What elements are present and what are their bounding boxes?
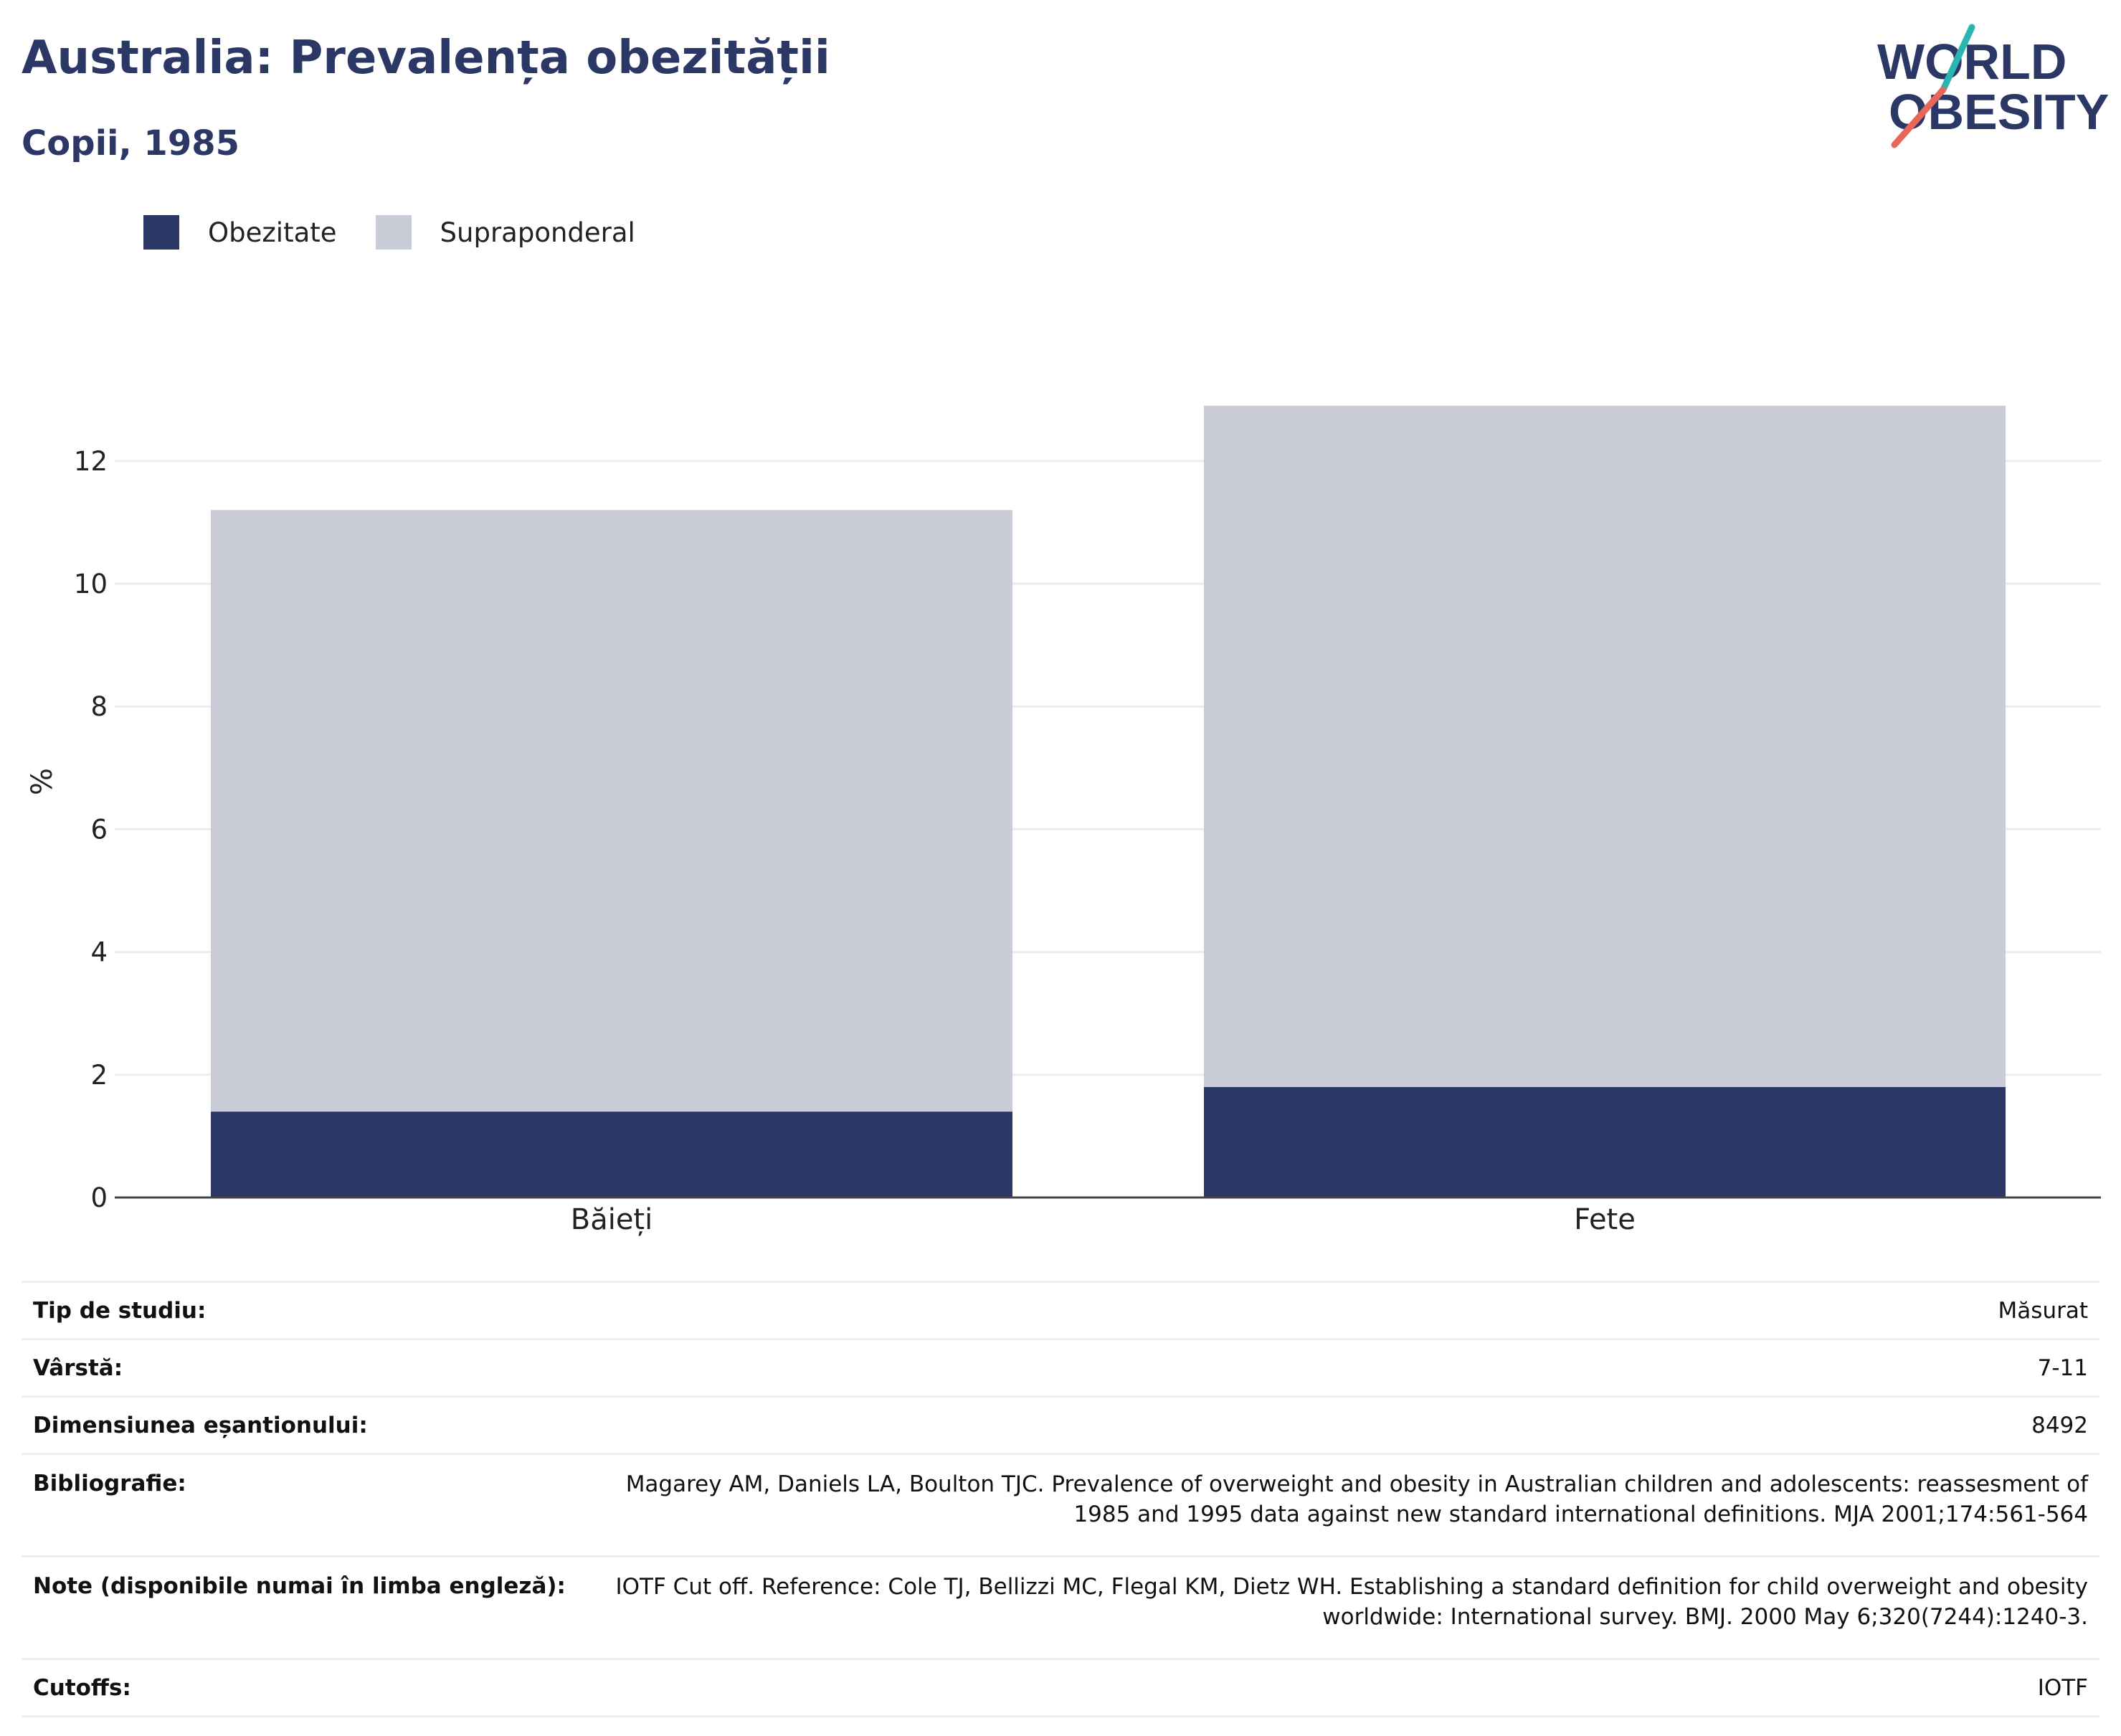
- y-axis-title: %: [26, 768, 59, 795]
- legend-label-supraponderal: Supraponderal: [440, 217, 635, 248]
- legend-swatch-supraponderal: [375, 215, 412, 250]
- y-tick-label: 2: [90, 1060, 108, 1091]
- bar-supraponderal-baieti: [211, 510, 1012, 1112]
- info-row-bibliography: Bibliografie: Magarey AM, Daniels LA, Bo…: [22, 1453, 2099, 1557]
- y-tick-label: 8: [90, 691, 108, 722]
- bar-obezitate-baieti: [211, 1111, 1012, 1197]
- info-row-cutoffs: Cutoffs: IOTF: [22, 1658, 2099, 1717]
- logo-text-world: WORLD: [1877, 34, 2067, 90]
- y-tick-label: 6: [90, 814, 108, 845]
- chart-legend: Obezitate Supraponderal: [143, 214, 674, 251]
- legend-item-supraponderal[interactable]: Supraponderal: [375, 215, 635, 250]
- info-value: Magarey AM, Daniels LA, Boulton TJC. Pre…: [576, 1453, 2099, 1557]
- info-value: 8492: [576, 1395, 2099, 1455]
- bar-supraponderal-fete: [1204, 405, 2006, 1087]
- info-row-notes: Note (disponibile numai în limba engleză…: [22, 1555, 2099, 1660]
- info-row-age: Vârstă: 7-11: [22, 1338, 2099, 1398]
- legend-item-obezitate[interactable]: Obezitate: [143, 215, 337, 250]
- info-value: 7-11: [576, 1338, 2099, 1398]
- stacked-bar-chart: 0 2 4 6 8 10 12% Băieți Fete: [26, 405, 2101, 1236]
- y-tick-label: 0: [90, 1182, 108, 1213]
- world-obesity-logo: WORLD OBESITY: [1877, 24, 2108, 148]
- chart-subtitle: Copii, 1985: [22, 123, 240, 163]
- y-tick-label: 10: [74, 569, 108, 599]
- info-value: IOTF Cut off. Reference: Cole TJ, Belliz…: [576, 1555, 2099, 1660]
- info-label: Vârstă:: [22, 1338, 577, 1398]
- legend-swatch-obezitate: [143, 215, 179, 250]
- info-label: Cutoffs:: [22, 1658, 577, 1717]
- x-tick-label: Fete: [1574, 1203, 1636, 1236]
- info-row-study-type: Tip de studiu: Măsurat: [22, 1281, 2099, 1340]
- y-tick-label: 4: [90, 937, 108, 968]
- chart-title: Australia: Prevalența obezității: [22, 32, 830, 85]
- info-label: Dimensiunea eșantionului:: [22, 1395, 577, 1455]
- info-value: Măsurat: [576, 1281, 2099, 1340]
- logo-slash-coral: [1891, 86, 1947, 148]
- info-row-sample-size: Dimensiunea eșantionului: 8492: [22, 1395, 2099, 1455]
- info-value: IOTF: [576, 1658, 2099, 1717]
- bar-obezitate-fete: [1204, 1086, 2006, 1197]
- y-tick-label: 12: [74, 446, 108, 477]
- legend-label-obezitate: Obezitate: [208, 217, 337, 248]
- info-label: Tip de studiu:: [22, 1281, 577, 1340]
- x-tick-label: Băieți: [571, 1203, 653, 1236]
- info-label: Note (disponibile numai în limba engleză…: [22, 1555, 577, 1660]
- study-info-table: Tip de studiu: Măsurat Vârstă: 7-11 Dime…: [22, 1281, 2099, 1717]
- info-label: Bibliografie:: [22, 1453, 577, 1557]
- logo-slash-teal: [1940, 24, 1975, 93]
